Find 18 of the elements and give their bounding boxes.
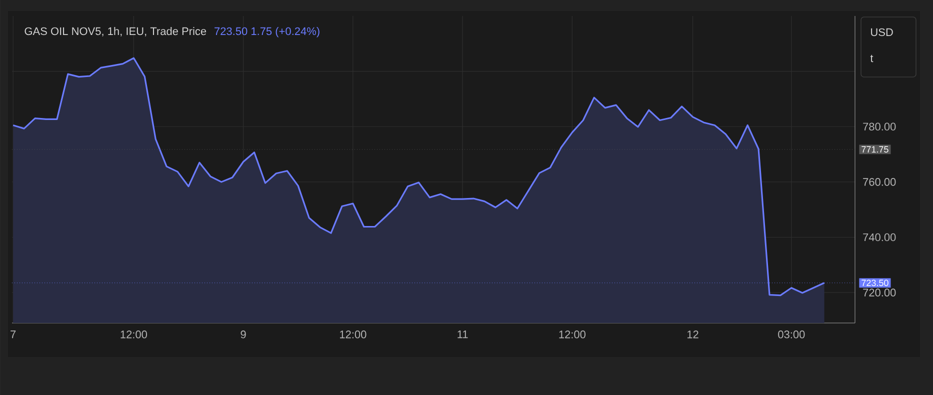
ref-line-label: 771.75 (862, 146, 888, 153)
x-tick-label: 9 (240, 330, 246, 338)
ref-line-label: 723.50 (862, 280, 888, 286)
y-tick-label: 740.00 (863, 233, 896, 242)
y-tick-label: 780.00 (863, 122, 896, 131)
text: USD (871, 28, 893, 36)
x-tick-label: 7 (10, 330, 16, 338)
y-tick-label: 760.00 (863, 178, 896, 186)
x-tick-label: 11 (458, 330, 468, 338)
y-tick-label: 720.00 (863, 288, 896, 296)
x-tick-label: 12 (687, 330, 698, 338)
x-tick-label: 12:00 (120, 330, 148, 338)
text: GAS OIL NOV5, 1h, IEU, Trade Price (24, 27, 206, 36)
x-tick-label: 03:00 (778, 330, 805, 338)
x-tick-label: 12:00 (559, 330, 586, 338)
text: 723.50 1.75 (+0.24%) (214, 27, 320, 38)
x-tick-label: 12:00 (340, 330, 366, 338)
text: t (870, 54, 874, 62)
